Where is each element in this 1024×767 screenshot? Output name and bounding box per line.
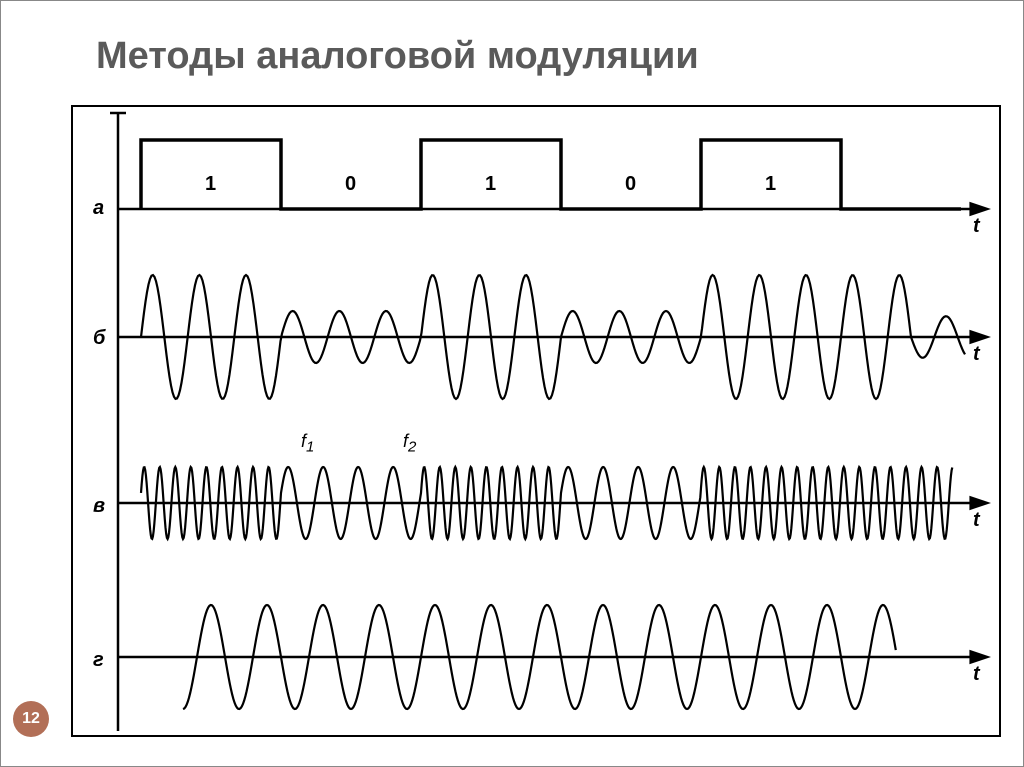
slide: Методы аналоговой модуляции 12 а б в г t… (0, 0, 1024, 767)
t-label-b: t (973, 343, 980, 366)
bit-label: 0 (625, 173, 636, 196)
f2-label: f2 (403, 431, 416, 456)
row-label-a: а (93, 197, 104, 220)
pm-panel (1, 1, 1024, 767)
f1-label: f1 (301, 431, 314, 456)
bit-label: 1 (765, 173, 776, 196)
t-label-v: t (973, 509, 980, 532)
bit-label: 1 (485, 173, 496, 196)
t-label-g: t (973, 663, 980, 686)
row-label-b: б (93, 327, 105, 350)
bit-label: 1 (205, 173, 216, 196)
t-label-a: t (973, 215, 980, 238)
bit-label: 0 (345, 173, 356, 196)
row-label-v: в (93, 495, 105, 518)
row-label-g: г (93, 649, 104, 672)
